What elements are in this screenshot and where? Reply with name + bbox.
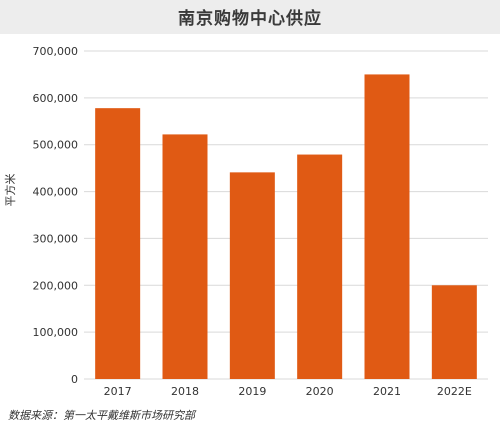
y-tick-label: 100,000 xyxy=(33,326,79,339)
x-tick-label: 2021 xyxy=(373,385,401,398)
x-tick-label: 2017 xyxy=(104,385,132,398)
bar-2021 xyxy=(364,74,410,379)
y-tick-label: 0 xyxy=(71,373,78,386)
title-band xyxy=(0,0,500,34)
x-axis-ticks: 2017 2018 2019 2020 2021 2022E xyxy=(104,385,472,398)
y-tick-label: 300,000 xyxy=(33,232,79,245)
chart-title: 南京购物中心供应 xyxy=(178,9,322,29)
y-tick-label: 400,000 xyxy=(33,186,79,199)
bar-2019 xyxy=(229,172,275,379)
y-axis-label: 平方米 xyxy=(3,174,17,207)
y-tick-label: 500,000 xyxy=(33,139,79,152)
y-tick-label: 600,000 xyxy=(33,92,79,105)
x-tick-label: 2018 xyxy=(171,385,199,398)
y-tick-label: 200,000 xyxy=(33,279,79,292)
y-axis-ticks: 0 100,000 200,000 300,000 400,000 500,000 600,… xyxy=(33,45,79,386)
x-tick-label: 2019 xyxy=(238,385,266,398)
bar-2017 xyxy=(95,108,141,379)
bar-2022E xyxy=(431,285,477,379)
bars xyxy=(95,74,477,379)
source-note: 数据来源：第一太平戴维斯市场研究部 xyxy=(8,409,195,422)
x-tick-label: 2020 xyxy=(306,385,334,398)
y-tick-label: 700,000 xyxy=(33,45,79,58)
bar-chart: 0 100,000 200,000 300,000 400,000 500,000 600,… xyxy=(3,45,488,398)
x-tick-label: 2022E xyxy=(437,385,472,398)
bar-2018 xyxy=(162,134,208,379)
gridlines xyxy=(84,50,488,380)
bar-2020 xyxy=(297,154,343,379)
